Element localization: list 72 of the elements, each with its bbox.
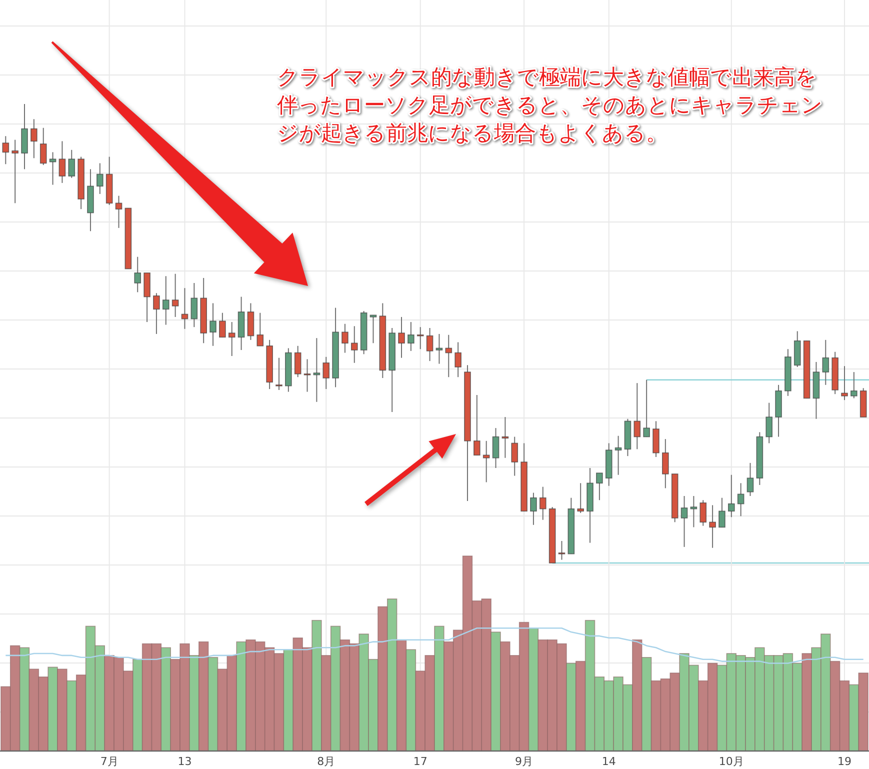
candlestick (304, 358, 311, 392)
candlestick (746, 462, 754, 496)
candlestick (680, 495, 688, 548)
candlestick (247, 302, 254, 340)
candlestick (690, 495, 698, 528)
candlestick (96, 162, 104, 194)
candlestick (530, 492, 537, 526)
candlestick (614, 435, 622, 476)
candlestick (841, 366, 848, 401)
x-tick-label: 19 (837, 755, 852, 768)
candlestick (256, 312, 264, 346)
candlestick (40, 127, 47, 166)
candlestick (190, 282, 198, 328)
candlestick (728, 474, 735, 518)
candlestick (162, 276, 170, 326)
candlestick (322, 356, 330, 390)
candlestick (709, 504, 716, 548)
candlestick (416, 326, 424, 350)
candlestick (153, 292, 160, 334)
candlestick (492, 428, 500, 468)
x-tick-label: 10月 (718, 755, 744, 768)
candlestick (2, 136, 10, 165)
candlestick (172, 273, 179, 318)
candlestick (539, 486, 546, 520)
x-tick-label: 7月 (100, 755, 118, 768)
candlestick (473, 394, 480, 456)
candlestick (511, 436, 518, 476)
candlestick (436, 333, 443, 364)
candlestick (502, 416, 509, 458)
x-tick-label: 9月 (515, 755, 534, 768)
candlestick (58, 140, 66, 184)
candlestick (181, 288, 188, 330)
candlestick (12, 139, 18, 204)
candlestick (144, 272, 150, 323)
candlestick (49, 152, 56, 186)
candlestick (643, 379, 650, 438)
candlestick (398, 316, 405, 358)
candlestick (228, 322, 236, 356)
candlestick (294, 345, 302, 378)
candlestick (577, 482, 584, 514)
candlestick (30, 118, 38, 159)
candlestick (342, 323, 348, 354)
annotation: クライマックス的な動きで極端に大きな値幅で出来高を伴ったローソク足ができると、そのあとにキャラチェンジが起きる前兆になる場合もよくある。 (277, 65, 823, 145)
candlestick (718, 497, 726, 528)
x-tick-label: 17 (413, 755, 428, 768)
candlestick (766, 402, 773, 444)
candlestick (737, 482, 744, 517)
candlestick (662, 438, 669, 489)
candlestick (313, 338, 320, 402)
candlestick (219, 312, 226, 338)
candlestick (482, 440, 490, 483)
x-tick-label: 13 (178, 755, 192, 768)
candlestick (700, 500, 707, 526)
candlestick (822, 339, 830, 386)
x-tick-label: 8月 (317, 755, 336, 768)
candlestick (558, 540, 566, 560)
candlestick (210, 302, 216, 346)
candlestick (68, 149, 76, 178)
candlestick (596, 472, 603, 501)
candlestick (115, 195, 122, 228)
x-tick-label: 14 (602, 755, 616, 768)
candlestick (454, 342, 462, 378)
candlestick (426, 327, 434, 362)
candlestick (370, 314, 377, 344)
candlestick (850, 372, 858, 399)
candlestick (652, 420, 660, 458)
candlestick (276, 357, 282, 390)
candlestick (350, 326, 358, 364)
candlestick (134, 256, 142, 293)
candlestick (445, 334, 452, 378)
candlestick (634, 382, 641, 450)
candlestick (408, 322, 414, 352)
